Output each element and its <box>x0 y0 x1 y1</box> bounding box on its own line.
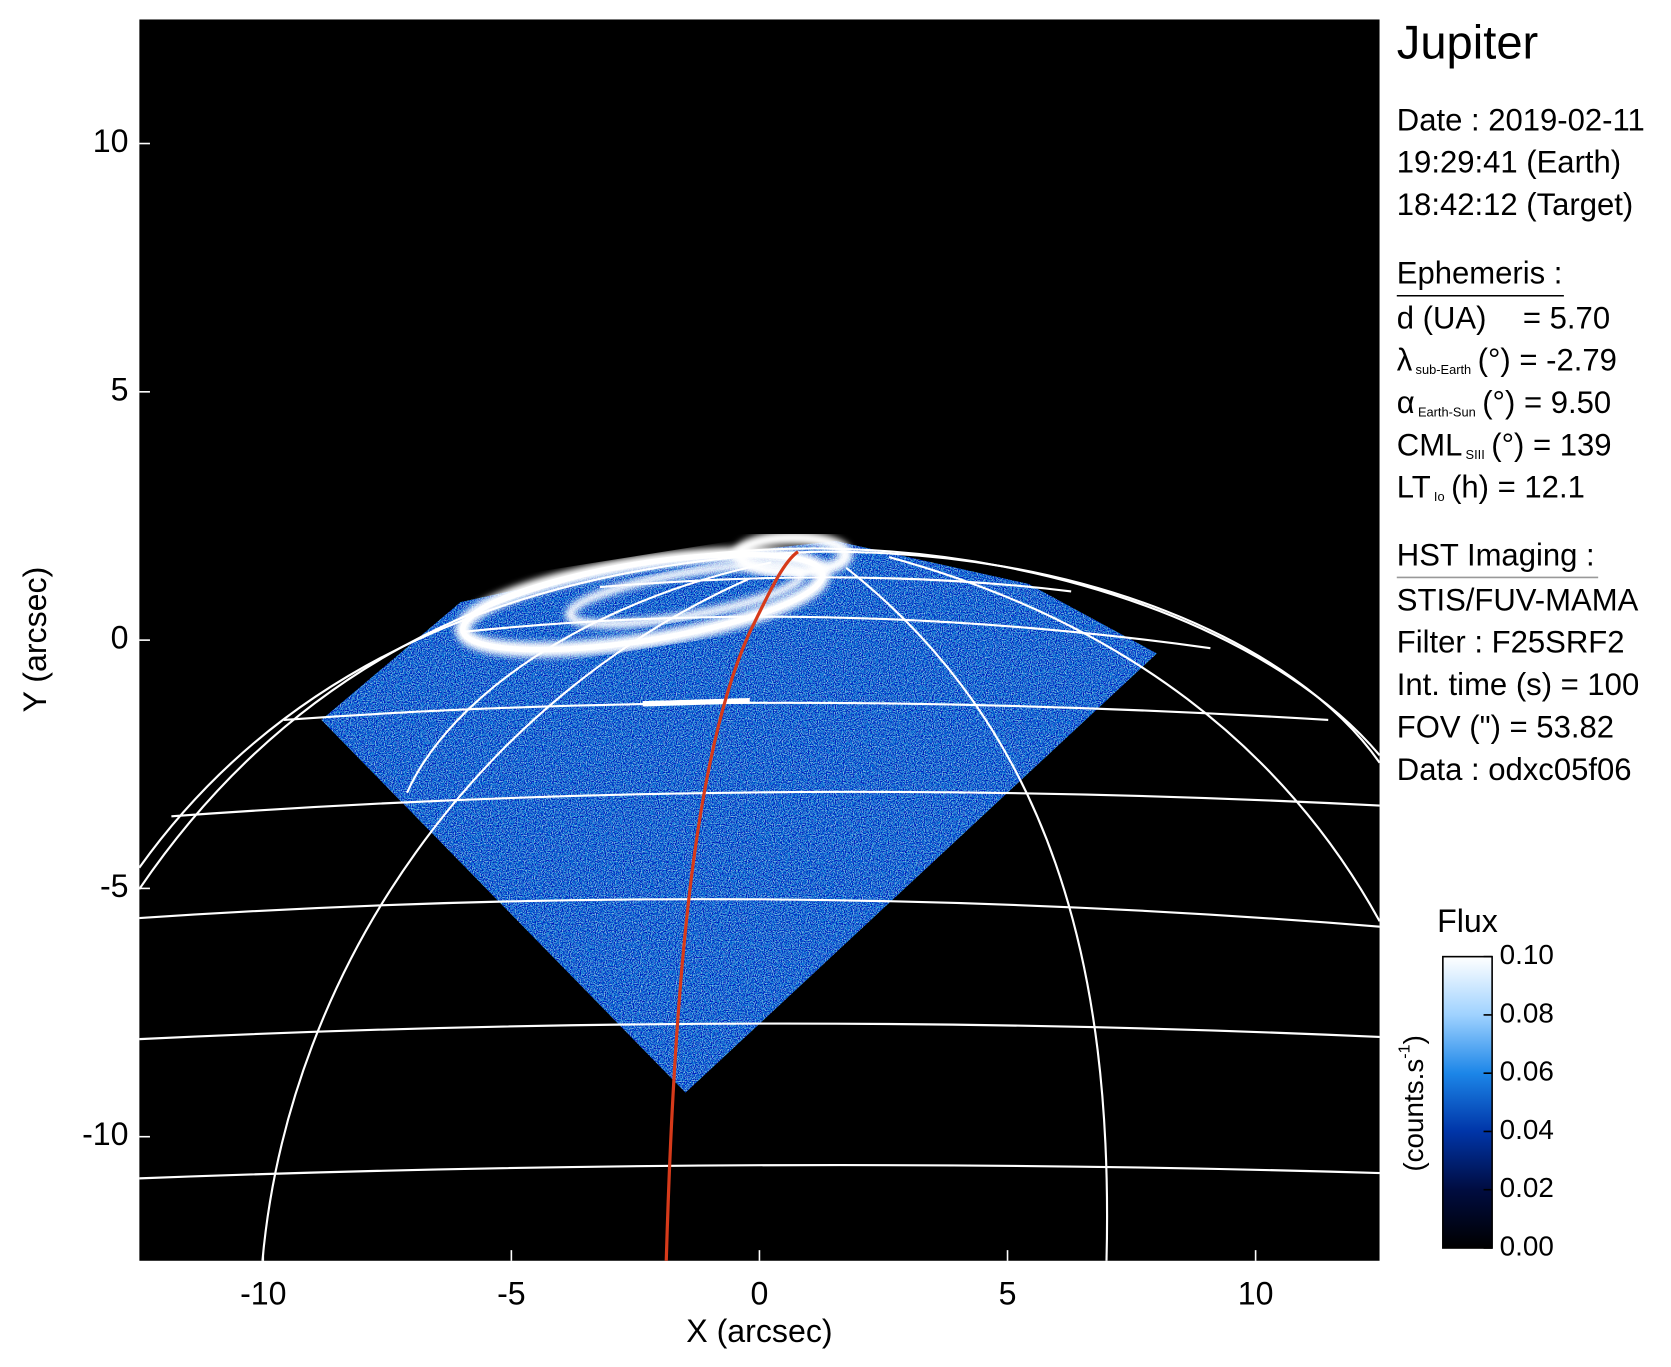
plot-area <box>139 19 1380 1261</box>
hst-line: Filter : F25SRF2 <box>1397 625 1625 660</box>
row-value: = 5.70 <box>1523 301 1610 336</box>
ephemeris-row: CML SIII (°) = 139 <box>1397 428 1612 463</box>
graticule <box>139 547 1380 1261</box>
row-value: (°) = -2.79 <box>1478 343 1617 378</box>
emission-region <box>321 541 1157 1093</box>
hst-title: HST Imaging : <box>1397 537 1595 572</box>
row-symbol: d (UA) <box>1397 301 1487 336</box>
y-tick-label: -5 <box>100 868 129 904</box>
colorbar-tick-label: 0.10 <box>1500 939 1554 970</box>
colorbar-tick-label: 0.02 <box>1500 1172 1554 1203</box>
row-symbol: α <box>1397 385 1415 420</box>
x-tick-label: 5 <box>999 1276 1017 1312</box>
y-tick-label: 0 <box>111 620 129 656</box>
x-tick-label: -10 <box>240 1276 286 1312</box>
y-tick-label: -10 <box>82 1116 128 1152</box>
row-subscript: Earth-Sun <box>1418 405 1476 420</box>
row-value: (h) = 12.1 <box>1451 470 1585 505</box>
colorbar-tick-label: 0.00 <box>1500 1230 1554 1261</box>
colorbar-title: Flux <box>1437 903 1498 939</box>
ephemeris-row: d (UA) = 5.70 <box>1397 301 1610 336</box>
row-symbol: CML <box>1397 428 1463 463</box>
x-tick-label: 10 <box>1238 1276 1274 1312</box>
hst-line: STIS/FUV-MAMA <box>1397 582 1639 617</box>
ephemeris-title: Ephemeris : <box>1397 256 1563 291</box>
y-tick-label: 10 <box>93 123 129 159</box>
hst-line: Data : odxc05f06 <box>1397 752 1632 787</box>
colorbar-tick-label: 0.04 <box>1500 1114 1554 1145</box>
colorbar-tick-label: 0.06 <box>1500 1056 1554 1087</box>
ephemeris-row: λ sub-Earth (°) = -2.79 <box>1397 343 1617 378</box>
y-axis-label: Y (arcsec) <box>17 567 53 713</box>
hst-line: FOV (") = 53.82 <box>1397 710 1614 745</box>
colorbar-unit: (counts.s-1) <box>1396 1035 1430 1172</box>
row-subscript: Io <box>1434 490 1445 505</box>
hst-line: Int. time (s) = 100 <box>1397 667 1639 702</box>
unit-close: ) <box>1398 1035 1429 1044</box>
row-value: (°) = 139 <box>1491 428 1611 463</box>
io-footprint <box>664 550 799 1261</box>
date-line: 18:42:12 (Target) <box>1397 187 1633 222</box>
ephemeris-row: α Earth-Sun (°) = 9.50 <box>1397 385 1611 420</box>
unit-text: (counts.s <box>1398 1059 1429 1172</box>
emission-tint <box>321 541 1157 1093</box>
row-subscript: sub-Earth <box>1416 363 1472 378</box>
row-symbol: λ <box>1397 343 1413 378</box>
row-subscript: SIII <box>1466 447 1485 462</box>
colorbar <box>1442 955 1493 1249</box>
colorbar-tick-label: 0.08 <box>1500 997 1554 1028</box>
date-line: Date : 2019-02-11 <box>1397 102 1645 137</box>
date-line: 19:29:41 (Earth) <box>1397 145 1621 180</box>
x-tick-label: 0 <box>751 1276 769 1312</box>
row-symbol: LT <box>1397 470 1431 505</box>
y-tick-label: 5 <box>111 371 129 407</box>
unit-sup: -1 <box>1396 1044 1414 1058</box>
ephemeris-row: LT Io (h) = 12.1 <box>1397 470 1585 505</box>
chart-title: Jupiter <box>1397 16 1538 69</box>
x-tick-label: -5 <box>497 1276 526 1312</box>
x-axis-label: X (arcsec) <box>686 1313 832 1349</box>
row-value: (°) = 9.50 <box>1482 385 1611 420</box>
